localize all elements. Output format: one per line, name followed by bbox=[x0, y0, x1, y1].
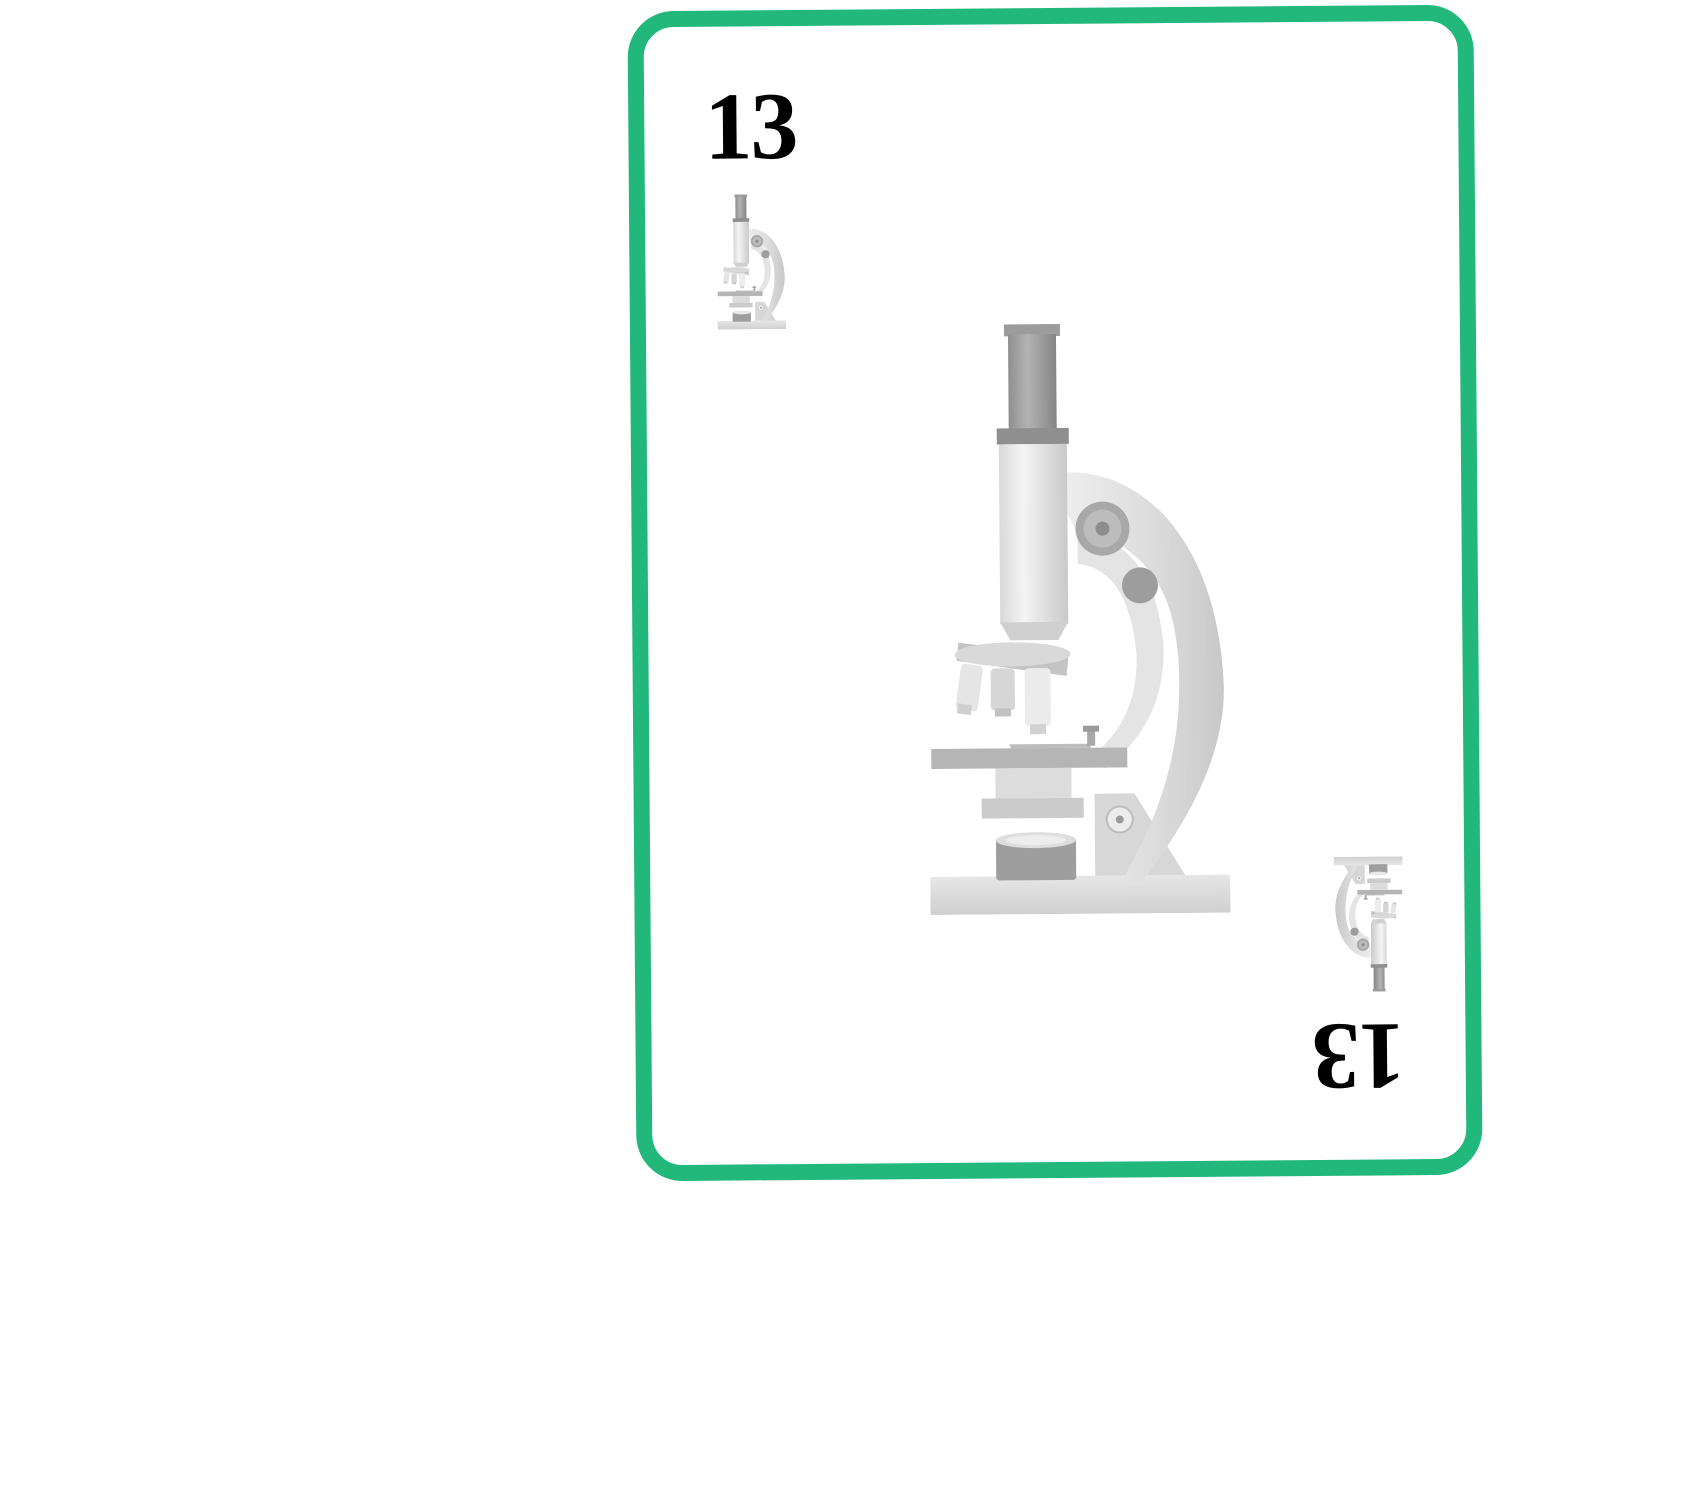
microscope-icon bbox=[1328, 856, 1409, 992]
card-rank-bottom: 13 bbox=[1313, 1003, 1407, 1111]
card-rank-top: 13 bbox=[703, 72, 797, 180]
microscope-icon bbox=[926, 323, 1231, 915]
playing-card[interactable]: 13 13 bbox=[627, 4, 1483, 1182]
microscope-icon bbox=[711, 194, 792, 330]
